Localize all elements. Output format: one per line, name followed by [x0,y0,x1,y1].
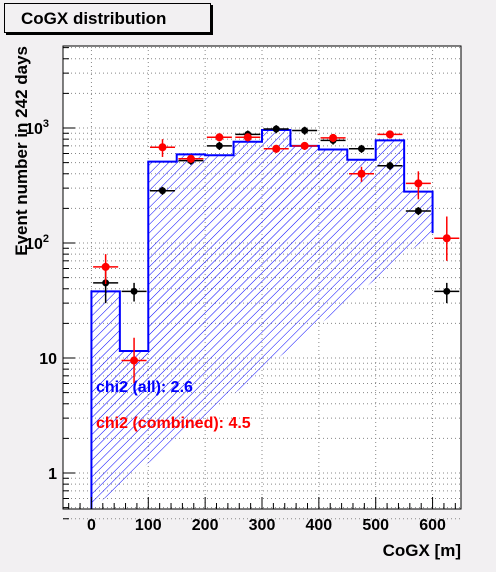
data-points [93,125,460,384]
data-point [414,179,423,188]
data-point [158,143,167,152]
x-tick-label: 600 [419,517,446,534]
data-point [358,145,365,153]
data-point [414,207,422,215]
chart-title: CoGX distribution [4,3,211,33]
data-point [300,141,309,150]
data-point [272,125,280,133]
data-point [329,133,338,142]
data-point [386,162,394,170]
x-tick-label: 0 [87,517,96,534]
histogram-outline [90,129,434,509]
axes: 0 100 200 300 400 500 600 1 10 102 103 [25,46,461,534]
x-tick-label: 100 [135,517,162,534]
chi2-all-annotation: chi2 (all): 2.6 [96,379,193,396]
x-tick-label: 400 [306,517,333,534]
y-tick-label: 102 [25,233,49,253]
y-tick-label: 10 [39,351,57,368]
data-point [186,154,195,163]
data-point [159,187,166,195]
x-tick-label: 200 [192,517,219,534]
data-point [215,133,224,142]
data-point [130,287,138,295]
y-axis-title: Event number in 242 days [12,46,31,256]
data-point [243,133,252,142]
data-point [357,169,366,178]
data-point [130,356,139,365]
x-tick-label: 500 [362,517,389,534]
data-point [272,144,281,153]
data-point [101,262,110,271]
histogram-bars [90,129,434,509]
x-tick-label: 300 [249,517,276,534]
data-point [301,127,309,135]
data-point [443,287,451,295]
y-tick-label: 103 [25,118,49,138]
data-point [442,234,451,243]
x-axis-title: CoGX [m] [383,541,461,560]
histogram-fill [91,130,433,509]
data-point [215,142,223,150]
data-point [385,130,394,139]
chi2-combined-annotation: chi2 (combined): 4.5 [96,415,251,432]
y-tick-label: 1 [48,466,57,483]
